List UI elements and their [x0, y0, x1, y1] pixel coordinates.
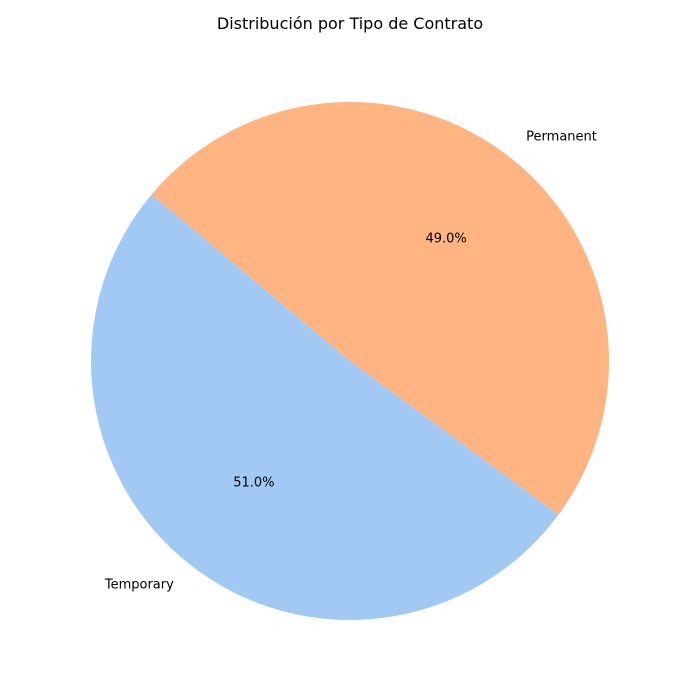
percent-label-temporary: 51.0%: [233, 476, 274, 491]
pie-slice-permanent: [151, 102, 609, 515]
slice-label-permanent: Permanent: [526, 130, 597, 145]
percent-label-permanent: 49.0%: [425, 231, 466, 246]
chart-title: Distribución por Tipo de Contrato: [217, 14, 483, 33]
pie-labels: Temporary 51.0% Permanent 49.0%: [104, 130, 597, 593]
slice-label-temporary: Temporary: [104, 577, 174, 592]
pie-slices: [90, 102, 609, 621]
pie-slice-temporary: [90, 194, 559, 621]
